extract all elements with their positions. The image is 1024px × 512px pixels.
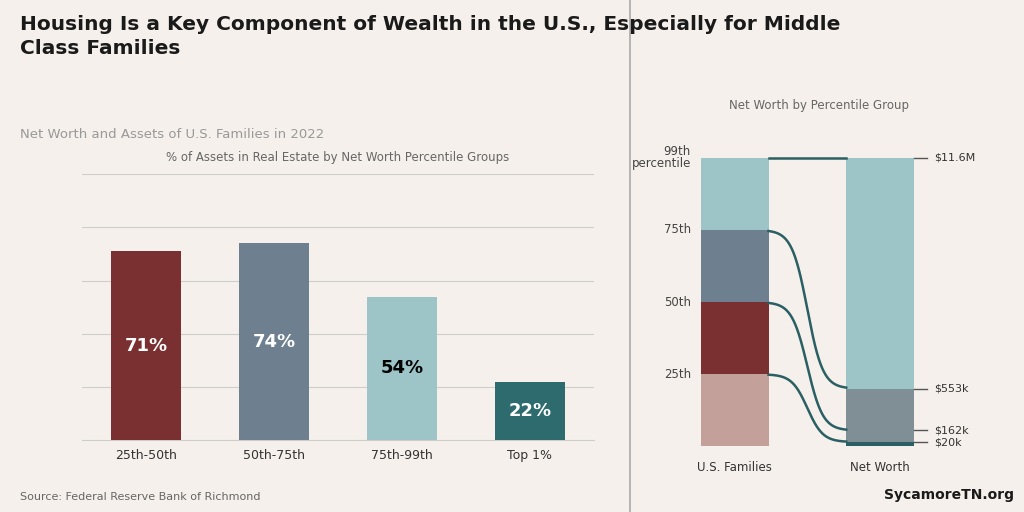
Text: $11.6M: $11.6M <box>934 153 975 163</box>
Bar <box>700 374 768 446</box>
Bar <box>700 158 768 230</box>
Text: SycamoreTN.org: SycamoreTN.org <box>884 488 1014 502</box>
Bar <box>846 389 913 431</box>
Text: $553k: $553k <box>934 383 969 394</box>
Bar <box>367 296 437 440</box>
Text: 71%: 71% <box>124 337 168 355</box>
Text: Net Worth and Assets of U.S. Families in 2022: Net Worth and Assets of U.S. Families in… <box>20 128 325 141</box>
Text: 50th: 50th <box>664 295 691 309</box>
Bar <box>239 243 309 440</box>
Text: % of Assets in Real Estate by Net Worth Percentile Groups: % of Assets in Real Estate by Net Worth … <box>166 151 510 164</box>
Text: 75th: 75th <box>664 223 691 237</box>
Bar <box>846 442 913 446</box>
Text: Source: Federal Reserve Bank of Richmond: Source: Federal Reserve Bank of Richmond <box>20 492 261 502</box>
Bar <box>111 251 181 440</box>
Bar <box>700 230 768 302</box>
Text: $162k: $162k <box>934 425 969 436</box>
Text: Net Worth: Net Worth <box>850 461 910 474</box>
Text: 54%: 54% <box>380 359 424 377</box>
Text: 99th
percentile: 99th percentile <box>632 145 691 170</box>
Bar <box>700 302 768 374</box>
Text: U.S. Families: U.S. Families <box>697 461 772 474</box>
Text: Net Worth by Percentile Group: Net Worth by Percentile Group <box>729 99 909 112</box>
Text: Housing Is a Key Component of Wealth in the U.S., Especially for Middle
Class Fa: Housing Is a Key Component of Wealth in … <box>20 15 841 58</box>
Text: 22%: 22% <box>508 402 552 420</box>
Text: 25th: 25th <box>664 368 691 381</box>
Bar <box>846 158 913 446</box>
Bar <box>846 431 913 442</box>
Text: $20k: $20k <box>934 437 962 447</box>
Text: 74%: 74% <box>252 333 296 351</box>
Bar <box>495 382 565 440</box>
